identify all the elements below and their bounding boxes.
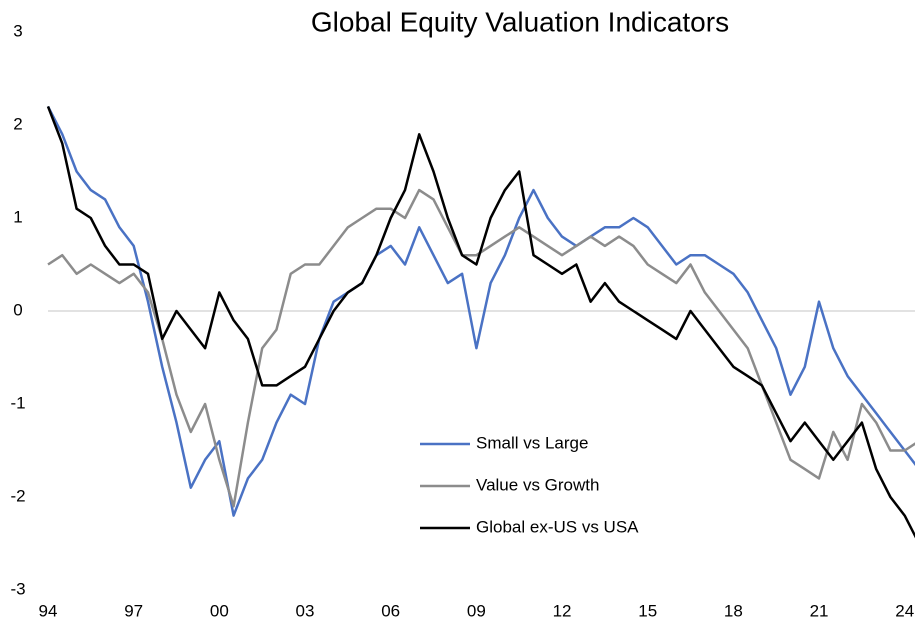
series-line	[47, 188, 915, 508]
legend-label: Small vs Large	[476, 433, 588, 452]
x-tick-label: 97	[124, 601, 143, 620]
x-tick-label: 24	[895, 601, 914, 620]
chart-title: Global Equity Valuation Indicators	[311, 6, 729, 37]
y-tick-label: -3	[10, 579, 25, 598]
x-tick-label: 94	[39, 601, 58, 620]
series-line	[46, 105, 915, 539]
y-tick-label: 2	[13, 114, 22, 133]
x-tick-label: 00	[210, 601, 229, 620]
x-tick-label: 06	[381, 601, 400, 620]
legend-label: Value vs Growth	[476, 475, 599, 494]
legend-label: Global ex-US vs USA	[476, 517, 639, 536]
y-tick-label: 3	[13, 21, 22, 40]
x-tick-label: 21	[810, 601, 829, 620]
x-tick-label: 03	[296, 601, 315, 620]
x-tick-label: 09	[467, 601, 486, 620]
x-tick-label: 18	[724, 601, 743, 620]
y-tick-label: -1	[10, 393, 25, 412]
x-tick-label: 12	[553, 601, 572, 620]
series-line	[46, 105, 915, 517]
x-tick-label: 15	[638, 601, 657, 620]
y-tick-label: -2	[10, 486, 25, 505]
y-tick-label: 0	[13, 300, 22, 319]
y-tick-label: 1	[13, 207, 22, 226]
